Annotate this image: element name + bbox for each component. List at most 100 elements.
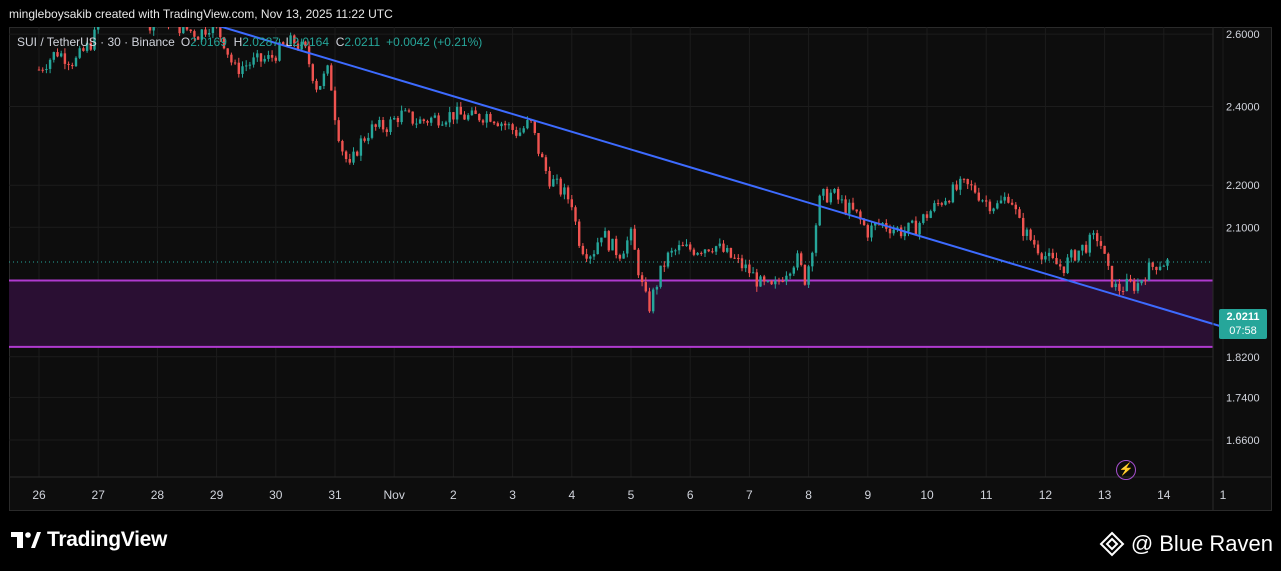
candle-body (825, 188, 829, 203)
high-label: H (233, 35, 243, 49)
candle-body (655, 286, 659, 290)
candle-body (256, 53, 259, 58)
candle-body (337, 120, 340, 141)
candle-body (459, 106, 462, 115)
candle-body (574, 207, 577, 222)
candle-body (548, 170, 551, 187)
binance-diamond-icon (1099, 531, 1125, 557)
candle-body (208, 33, 211, 35)
candle-body (393, 118, 396, 120)
x-tick-label: 29 (210, 488, 224, 502)
candle-body (1055, 258, 1058, 265)
candle-body (89, 42, 92, 50)
candle-body (1118, 283, 1121, 292)
candle-body (196, 36, 200, 40)
candle-body (777, 280, 781, 282)
candle-body (729, 247, 733, 258)
candle-body (185, 27, 189, 30)
candle-body (52, 52, 55, 60)
candle-body (378, 119, 381, 127)
candle-body (659, 265, 662, 287)
candle-body (374, 124, 377, 127)
candle-body (344, 151, 348, 160)
candle-body (385, 129, 388, 133)
candle-body (892, 229, 895, 234)
candle-body (396, 118, 400, 123)
candle-body (955, 184, 958, 190)
symbol-label[interactable]: SUI / TetherUS · 30 · Binance (17, 35, 175, 49)
candle-body (740, 258, 744, 269)
candle-body (526, 120, 529, 129)
candle-body (1081, 244, 1084, 251)
candle-body (363, 138, 366, 141)
candle-body (1036, 244, 1040, 254)
candle-body (618, 255, 622, 259)
candle-body (182, 27, 185, 34)
candle-body (1003, 196, 1006, 201)
candle-body (226, 48, 229, 55)
x-tick-label: 11 (980, 488, 993, 502)
candle-body (796, 253, 799, 268)
candle-body (500, 123, 503, 127)
candle-body (818, 195, 821, 226)
candle-body (644, 282, 647, 292)
candle-body (959, 178, 962, 190)
candle-body (770, 280, 773, 285)
candle-body (763, 276, 766, 282)
open-value: 2.0169 (190, 35, 227, 49)
candle-body (230, 54, 233, 63)
header-bar: mingleboysakib created with TradingView.… (0, 0, 1281, 27)
chart-frame (9, 27, 1272, 511)
candle-body (1088, 234, 1091, 253)
candle-body (552, 179, 555, 187)
change-value: +0.0042 (+0.21%) (386, 35, 483, 49)
candle-body (1133, 281, 1136, 291)
candle-body (951, 184, 955, 203)
candle-body (278, 42, 281, 61)
candle-body (1158, 266, 1162, 271)
candle-body (999, 200, 1003, 204)
candle-body (766, 280, 770, 282)
x-tick-label: 14 (1157, 488, 1171, 502)
x-tick-label: 31 (328, 488, 342, 502)
close-label: C (335, 35, 345, 49)
candle-body (592, 254, 596, 257)
candle-body (929, 211, 932, 218)
candle-body (71, 64, 74, 67)
candle-body (430, 117, 433, 123)
lightning-icon[interactable]: ⚡ (1116, 460, 1136, 480)
x-tick-label: Nov (384, 488, 405, 502)
candle-body (63, 53, 67, 64)
candle-body (911, 220, 914, 223)
candle-body (670, 250, 673, 253)
candle-body (677, 245, 681, 251)
candle-body (1018, 209, 1021, 218)
candle-body (407, 110, 411, 112)
candle-body (533, 120, 536, 133)
candle-body (463, 114, 466, 120)
candle-body (814, 225, 818, 253)
candle-body (840, 199, 844, 201)
low-label: L (285, 35, 293, 49)
candle-body (663, 265, 666, 267)
candle-body (496, 123, 499, 127)
x-tick-label: 28 (151, 488, 165, 502)
candle-body (973, 185, 977, 193)
price-chart[interactable]: 3.00002.80002.60002.40002.20002.10001.90… (9, 27, 1272, 511)
candle-body (1092, 233, 1095, 235)
candle-body (481, 120, 485, 123)
candle-body (1059, 264, 1062, 267)
candle-body (703, 249, 707, 254)
x-tick-label: 10 (920, 488, 934, 502)
candle-body (933, 203, 936, 212)
candle-body (67, 63, 70, 65)
candle-body (774, 280, 777, 285)
x-tick-label: 12 (1039, 488, 1053, 502)
candle-body (718, 243, 721, 247)
candle-body (544, 157, 548, 171)
y-tick-label: 1.8200 (1226, 352, 1260, 364)
candle-body (977, 192, 980, 201)
candle-body (85, 42, 89, 51)
candle-body (504, 123, 507, 126)
candle-body (811, 252, 814, 267)
